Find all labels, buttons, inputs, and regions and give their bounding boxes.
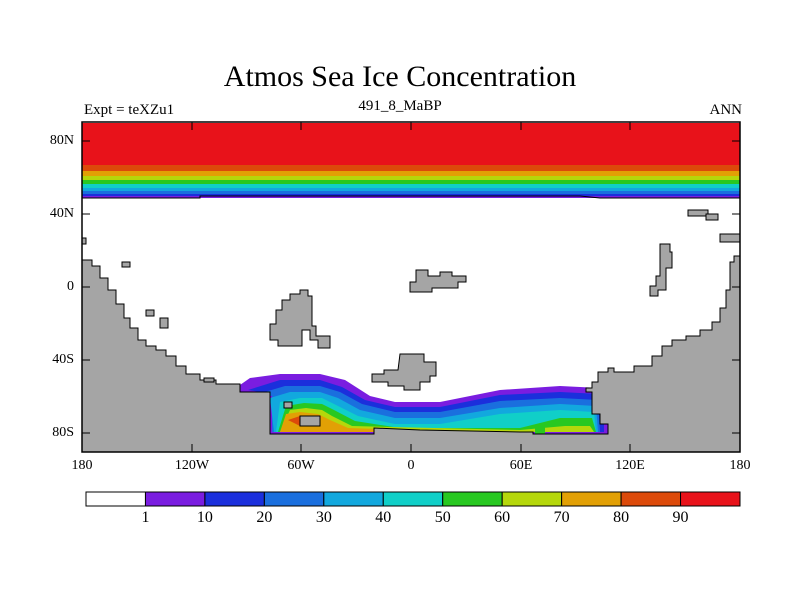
land-africa bbox=[409, 269, 467, 293]
island bbox=[719, 233, 741, 243]
lon-label-180e: 180 bbox=[729, 458, 751, 473]
lat-label-0: 0 bbox=[67, 279, 74, 294]
island bbox=[705, 213, 719, 221]
lon-label-60e: 60E bbox=[509, 458, 533, 473]
lat-label-80n: 80N bbox=[49, 133, 74, 148]
north-sea-ice bbox=[82, 123, 741, 199]
lon-label-60w: 60W bbox=[287, 458, 315, 473]
island bbox=[283, 401, 293, 409]
lon-label-0: 0 bbox=[407, 458, 415, 473]
lon-ticks bbox=[191, 122, 631, 452]
colorbar-swatch bbox=[263, 491, 325, 507]
land-south-america bbox=[269, 289, 331, 349]
map-title: Atmos Sea Ice Concentration bbox=[223, 60, 577, 93]
colorbar-swatch bbox=[561, 491, 622, 507]
land-central-south bbox=[371, 353, 437, 391]
land-masses bbox=[81, 209, 741, 453]
colorbar-swatch bbox=[144, 491, 206, 507]
colorbar-label: 40 bbox=[375, 509, 392, 526]
colorbar-label: 10 bbox=[196, 509, 213, 526]
colorbar-label: 80 bbox=[613, 509, 630, 526]
colorbar-swatch bbox=[501, 491, 563, 507]
lon-label-120w: 120W bbox=[174, 458, 210, 473]
period-label: 491_8_MaBP bbox=[358, 98, 442, 114]
lat-label-40n: 40N bbox=[49, 206, 74, 221]
colorbar-label: 30 bbox=[315, 509, 332, 526]
colorbar-label: 50 bbox=[434, 509, 451, 526]
colorbar-label: 20 bbox=[256, 509, 273, 526]
island bbox=[687, 209, 709, 217]
island bbox=[121, 261, 131, 268]
colorbar-label: 60 bbox=[494, 509, 511, 526]
land-west bbox=[81, 255, 741, 453]
colorbar bbox=[85, 491, 741, 507]
lat-label-80s: 80S bbox=[52, 425, 74, 440]
colorbar-swatch bbox=[680, 491, 741, 507]
lon-label-180w: 180 bbox=[71, 458, 93, 473]
island bbox=[299, 415, 321, 427]
colorbar-label: 1 bbox=[141, 509, 150, 526]
experiment-label: Expt = teXZu1 bbox=[84, 102, 175, 118]
lat-ticks bbox=[82, 140, 740, 434]
south-sea-ice bbox=[240, 374, 608, 434]
colorbar-swatch bbox=[620, 491, 682, 507]
season-label: ANN bbox=[709, 102, 743, 118]
colorbar-swatch bbox=[323, 491, 384, 507]
island bbox=[159, 317, 169, 329]
colorbar-swatch bbox=[85, 491, 146, 507]
colorbar-swatch bbox=[442, 491, 503, 507]
colorbar-label: 70 bbox=[553, 509, 570, 526]
colorbar-label: 90 bbox=[672, 509, 689, 526]
lon-label-120e: 120E bbox=[615, 458, 645, 473]
lat-label-40s: 40S bbox=[52, 352, 74, 367]
land-east bbox=[649, 243, 673, 297]
colorbar-swatch bbox=[204, 491, 265, 507]
island bbox=[145, 309, 155, 317]
island bbox=[203, 377, 215, 383]
colorbar-swatch bbox=[382, 491, 444, 507]
